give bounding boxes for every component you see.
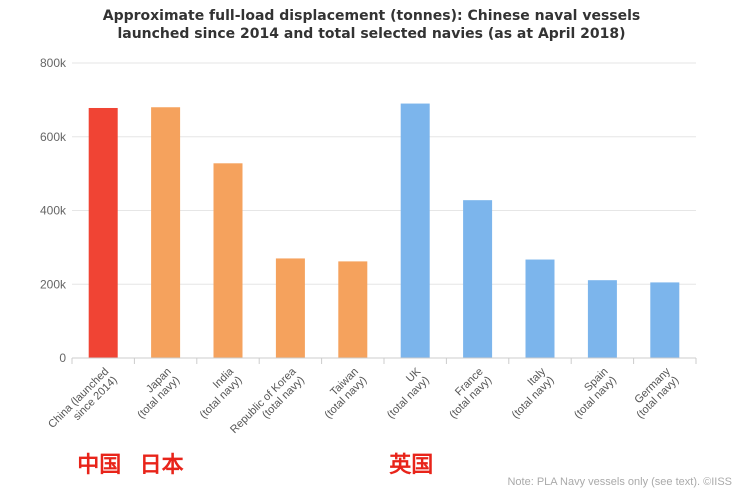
x-tick-label: Germany(total navy) — [626, 365, 682, 421]
x-tick-label: Republic of Korea(total navy) — [228, 365, 307, 444]
chart-title-line-2: launched since 2014 and total selected n… — [117, 26, 625, 42]
annotations: 中国 日本 英国 — [77, 453, 433, 478]
annotation-label: 日本 — [140, 453, 184, 478]
y-tick-label: 0 — [59, 351, 66, 365]
y-axis-ticks: 0 200k 400k 600k 800k — [40, 56, 67, 365]
bar — [650, 282, 680, 358]
bars — [88, 103, 680, 358]
bar — [151, 107, 181, 358]
bar — [587, 280, 617, 358]
bar — [338, 261, 368, 358]
x-tick-label: Italy(total navy) — [501, 365, 557, 421]
x-tick-label: Spain(total navy) — [564, 366, 619, 421]
bar — [400, 103, 430, 358]
bar — [275, 258, 305, 358]
x-axis-ticks: China (launchedsince 2014) Japan(total na… — [46, 358, 697, 444]
x-tick-label: Japan(total navy) — [127, 366, 182, 421]
bar — [525, 259, 555, 358]
x-tick-label: Taiwan(total navy) — [314, 366, 369, 421]
y-tick-label: 600k — [40, 130, 67, 144]
x-tick-label: France(total navy) — [439, 366, 494, 421]
bar — [213, 163, 243, 358]
chart-title-line-1: Approximate full-load displacement (tonn… — [103, 8, 641, 24]
x-tick-label: China (launchedsince 2014) — [46, 366, 120, 440]
x-tick-label: UK(total navy) — [376, 365, 432, 421]
annotation-label: 中国 — [77, 453, 121, 478]
chart-note: Note: PLA Navy vessels only (see text). … — [507, 476, 732, 488]
bar — [88, 107, 118, 358]
x-tick-label: India(total navy) — [189, 365, 245, 421]
y-tick-label: 200k — [40, 277, 67, 291]
bar — [463, 200, 493, 358]
y-tick-label: 800k — [40, 56, 67, 70]
y-tick-label: 400k — [40, 204, 67, 218]
annotation-label: 英国 — [389, 453, 433, 478]
